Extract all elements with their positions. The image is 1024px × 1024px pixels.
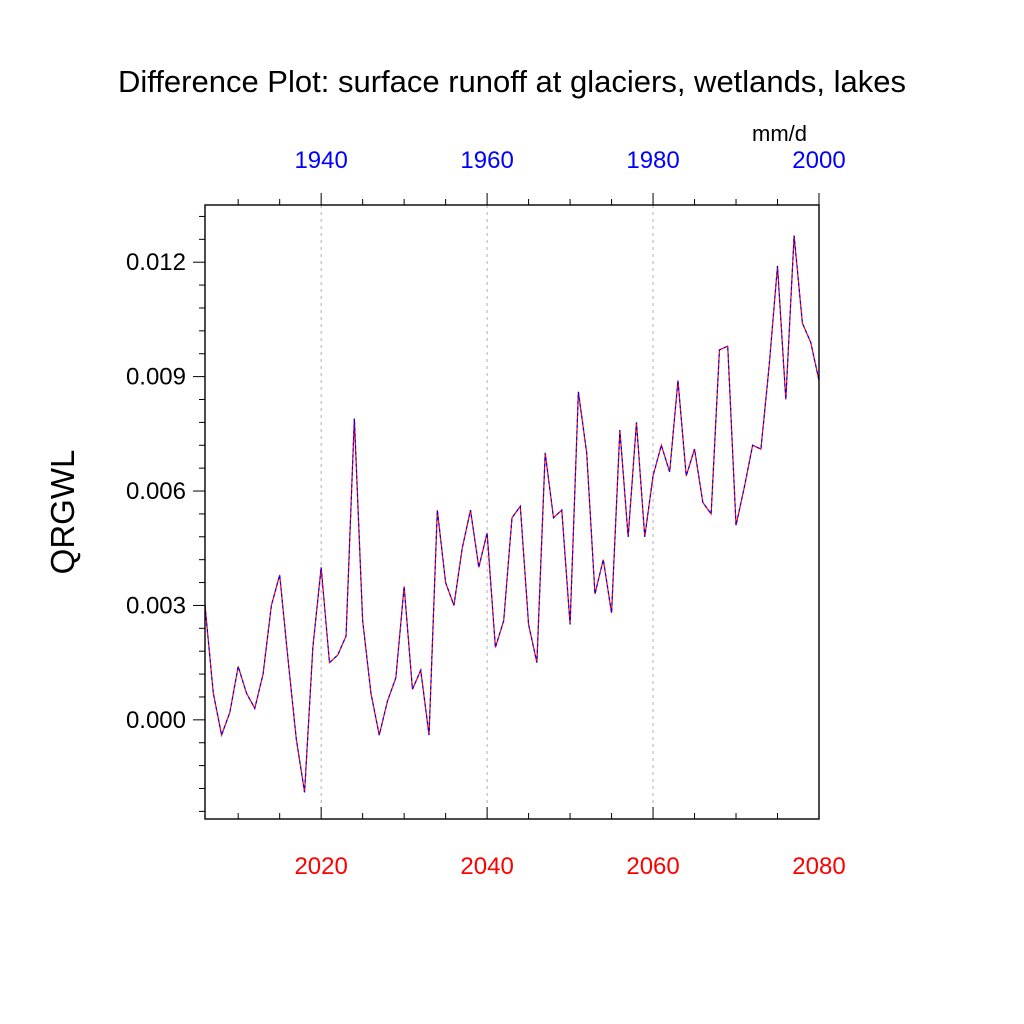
chart-title: Difference Plot: surface runoff at glaci… [117, 64, 907, 99]
bottom-tick-label: 2080 [792, 853, 845, 880]
y-axis-label: QRGWL [44, 449, 81, 575]
plot-frame [204, 204, 820, 820]
bottom-tick-label: 2040 [460, 853, 513, 880]
y-tick-label: 0.006 [126, 478, 186, 505]
top-tick-label: 2000 [792, 147, 845, 174]
top-tick-label: 1940 [294, 147, 347, 174]
units-label: mm/d [752, 121, 807, 146]
series-line-blue [204, 235, 820, 793]
top-tick-label: 1960 [460, 147, 513, 174]
y-tick-label: 0.009 [126, 364, 186, 391]
y-tick-label: 0.003 [126, 592, 186, 619]
series-line-red [204, 235, 820, 793]
top-tick-label: 1980 [626, 147, 679, 174]
bottom-tick-label: 2060 [626, 853, 679, 880]
y-tick-label: 0.000 [126, 707, 186, 734]
y-tick-label: 0.012 [126, 249, 186, 276]
bottom-tick-label: 2020 [294, 853, 347, 880]
